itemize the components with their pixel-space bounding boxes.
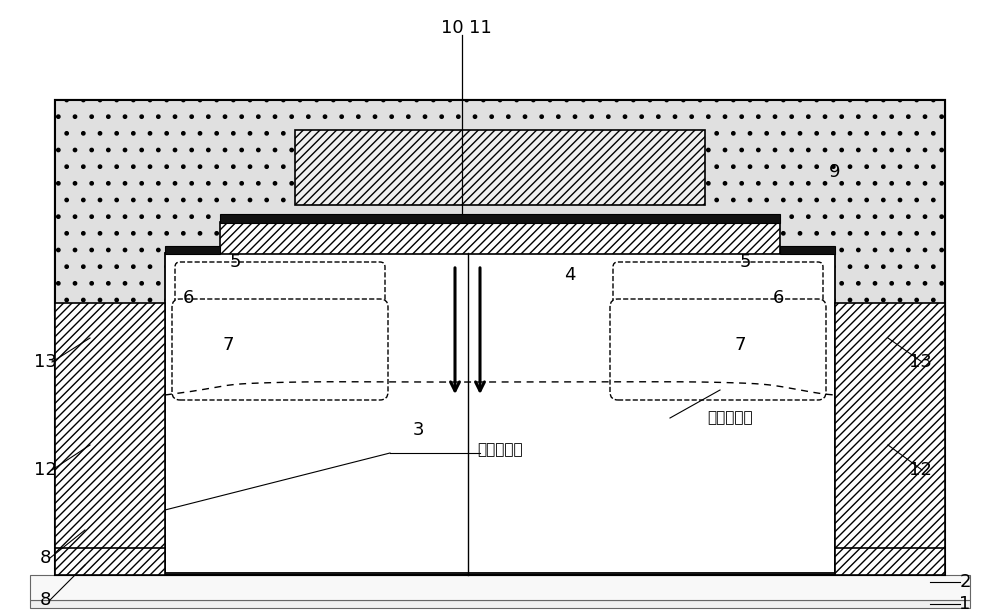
Bar xyxy=(295,130,705,205)
Bar xyxy=(220,222,780,254)
Bar xyxy=(165,253,835,573)
Text: 6: 6 xyxy=(182,289,194,307)
Text: 耗尽区边界: 耗尽区边界 xyxy=(707,410,753,426)
Text: 6: 6 xyxy=(772,289,784,307)
Bar xyxy=(835,303,945,575)
FancyBboxPatch shape xyxy=(610,299,826,400)
Text: 8: 8 xyxy=(39,549,51,567)
Text: 8: 8 xyxy=(39,591,51,609)
Bar xyxy=(55,548,165,575)
Text: 12: 12 xyxy=(909,461,931,479)
Text: 7: 7 xyxy=(222,336,234,354)
Text: 4: 4 xyxy=(564,266,576,284)
Bar xyxy=(835,548,945,575)
Text: 电子积累层: 电子积累层 xyxy=(477,443,523,458)
Text: 3: 3 xyxy=(412,421,424,439)
Text: 12: 12 xyxy=(34,461,56,479)
Text: 13: 13 xyxy=(34,353,56,371)
FancyBboxPatch shape xyxy=(175,262,385,332)
Bar xyxy=(220,214,780,223)
FancyBboxPatch shape xyxy=(613,262,823,332)
Text: 2: 2 xyxy=(959,573,971,591)
Bar xyxy=(780,246,835,254)
Text: 1: 1 xyxy=(959,595,971,613)
Bar xyxy=(55,100,945,315)
Bar xyxy=(55,100,945,575)
Text: 5: 5 xyxy=(229,253,241,271)
Bar xyxy=(165,246,220,254)
Bar xyxy=(55,303,165,575)
Bar xyxy=(30,575,970,600)
Text: 13: 13 xyxy=(909,353,931,371)
FancyBboxPatch shape xyxy=(172,299,388,400)
Text: 11: 11 xyxy=(469,19,491,37)
Bar xyxy=(30,600,970,608)
Text: 5: 5 xyxy=(739,253,751,271)
Text: 9: 9 xyxy=(829,163,841,181)
Text: 10: 10 xyxy=(441,19,463,37)
Text: 7: 7 xyxy=(734,336,746,354)
